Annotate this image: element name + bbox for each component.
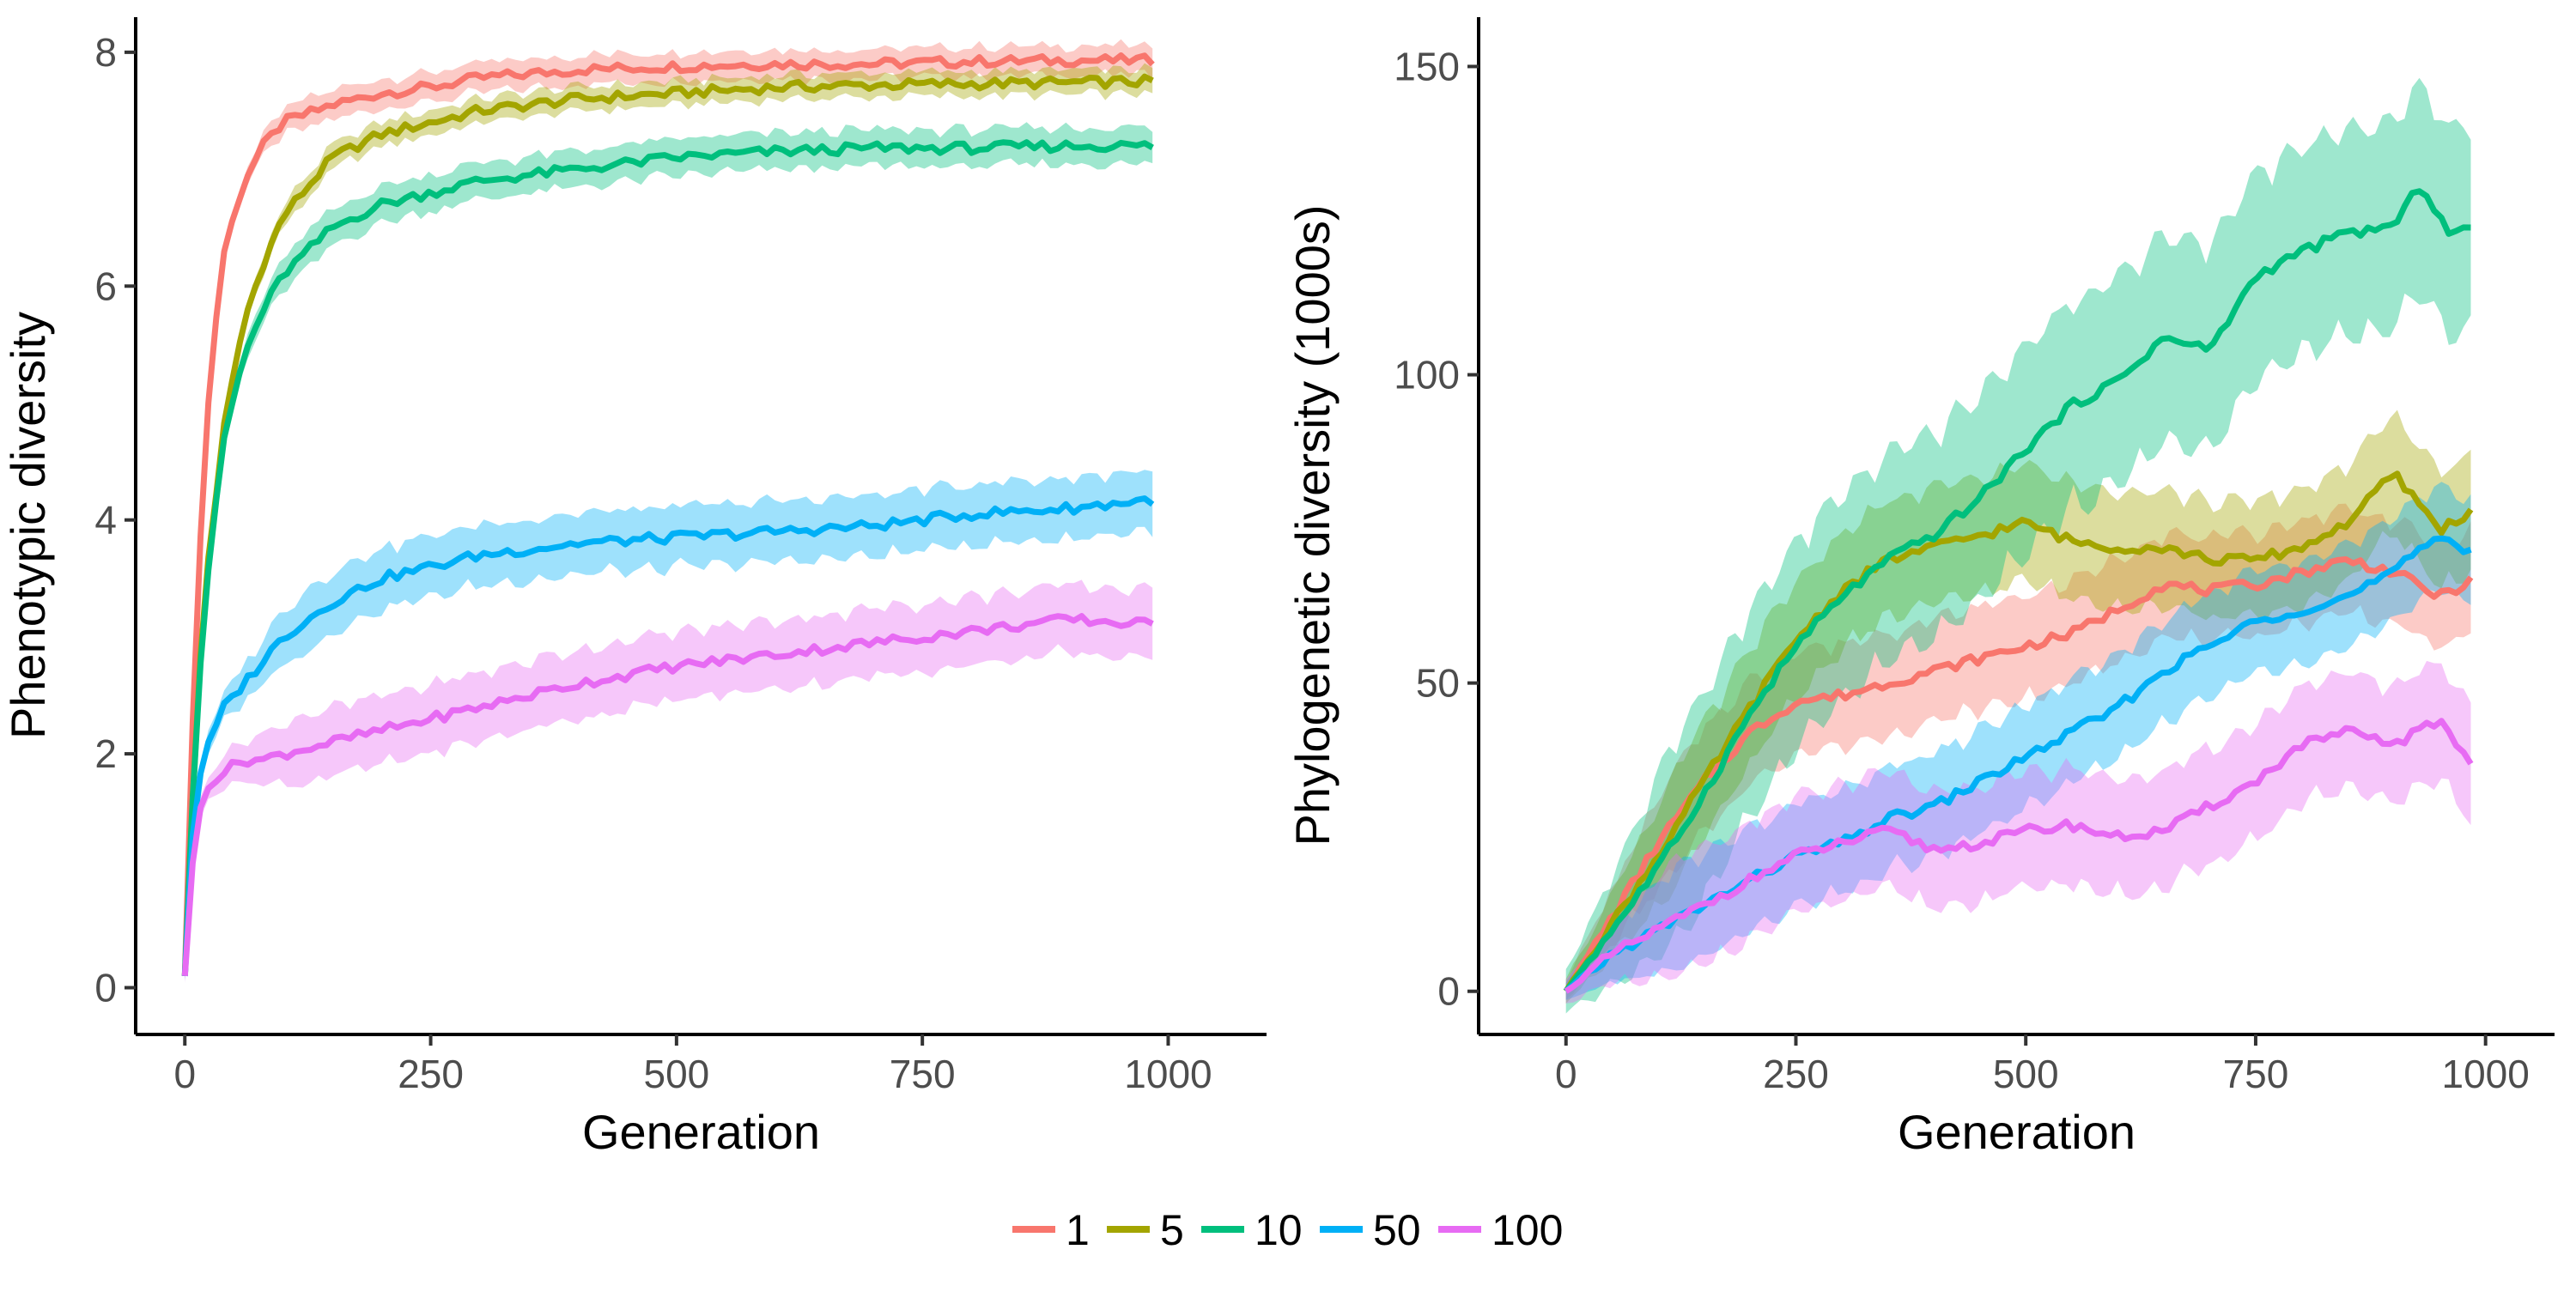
- series-line-1: [181, 52, 1155, 977]
- legend-label: 100: [1492, 1206, 1563, 1254]
- series-line-5: [1563, 470, 2474, 993]
- y-tick-label: 50: [1416, 661, 1460, 706]
- series-lines: [181, 52, 1155, 977]
- x-tick-label: 750: [890, 1052, 956, 1096]
- ribbon-50: [1565, 482, 2471, 1000]
- ribbon-1: [185, 39, 1153, 979]
- ribbon-50: [185, 470, 1153, 981]
- y-tick-label: 4: [94, 498, 117, 543]
- series-line-5: [181, 73, 1154, 977]
- panel-1: 0 2 4 6 8 0 250 500 750 1000 Generation Phenotypic …: [1, 17, 1267, 1159]
- x-tick-label: 250: [398, 1052, 464, 1096]
- x-axis-title: Generation: [1898, 1105, 2136, 1159]
- y-tick-label: 2: [94, 731, 117, 776]
- series-line-10: [1563, 188, 2471, 993]
- series-line-1: [1563, 556, 2474, 993]
- y-tick-label: 150: [1394, 44, 1460, 88]
- x-tick-label: 500: [643, 1052, 709, 1096]
- series-lines: [1563, 188, 2474, 994]
- x-tick-label: 0: [1555, 1052, 1577, 1096]
- series-line-50: [181, 495, 1155, 977]
- y-axis-title: Phenotypic diversity: [1, 312, 55, 739]
- x-tick-label: 500: [1993, 1052, 2059, 1096]
- x-tick-label: 0: [173, 1052, 196, 1096]
- legend: 1 5 10 50 100: [1012, 1206, 1563, 1254]
- legend-item-5: 5: [1107, 1206, 1184, 1254]
- series-line-10: [181, 139, 1154, 977]
- y-tick-label: 0: [94, 966, 117, 1010]
- x-tick-label: 750: [2223, 1052, 2289, 1096]
- panel-2: 0 50 100 150 0 250 500 750 1000 Generation Phyloge…: [1285, 17, 2555, 1159]
- x-tick-label: 250: [1763, 1052, 1829, 1096]
- y-tick-label: 100: [1394, 353, 1460, 397]
- ribbons: [185, 39, 1153, 984]
- y-tick-label: 6: [94, 264, 117, 308]
- ribbon-100: [185, 579, 1153, 984]
- series-line-100: [1564, 718, 2474, 994]
- series-line-100: [181, 613, 1154, 977]
- x-axis-title: Generation: [582, 1105, 820, 1159]
- legend-label: 1: [1066, 1206, 1090, 1254]
- legend-label: 50: [1373, 1206, 1421, 1254]
- y-tick-label: 0: [1437, 969, 1460, 1014]
- ribbons: [1565, 77, 2471, 1014]
- legend-label: 5: [1160, 1206, 1184, 1254]
- y-axis-title: Phylogenetic diversity (1000s): [1285, 204, 1340, 846]
- x-tick-label: 1000: [1124, 1052, 1212, 1096]
- legend-item-100: 100: [1438, 1206, 1563, 1254]
- ribbon-1: [1565, 503, 2471, 1000]
- y-tick-label: 8: [94, 30, 117, 75]
- legend-label: 10: [1255, 1206, 1303, 1254]
- legend-item-10: 10: [1201, 1206, 1303, 1254]
- x-tick-label: 1000: [2442, 1052, 2530, 1096]
- legend-item-50: 50: [1320, 1206, 1421, 1254]
- legend-item-1: 1: [1012, 1206, 1090, 1254]
- ribbon-10: [1565, 77, 2471, 1014]
